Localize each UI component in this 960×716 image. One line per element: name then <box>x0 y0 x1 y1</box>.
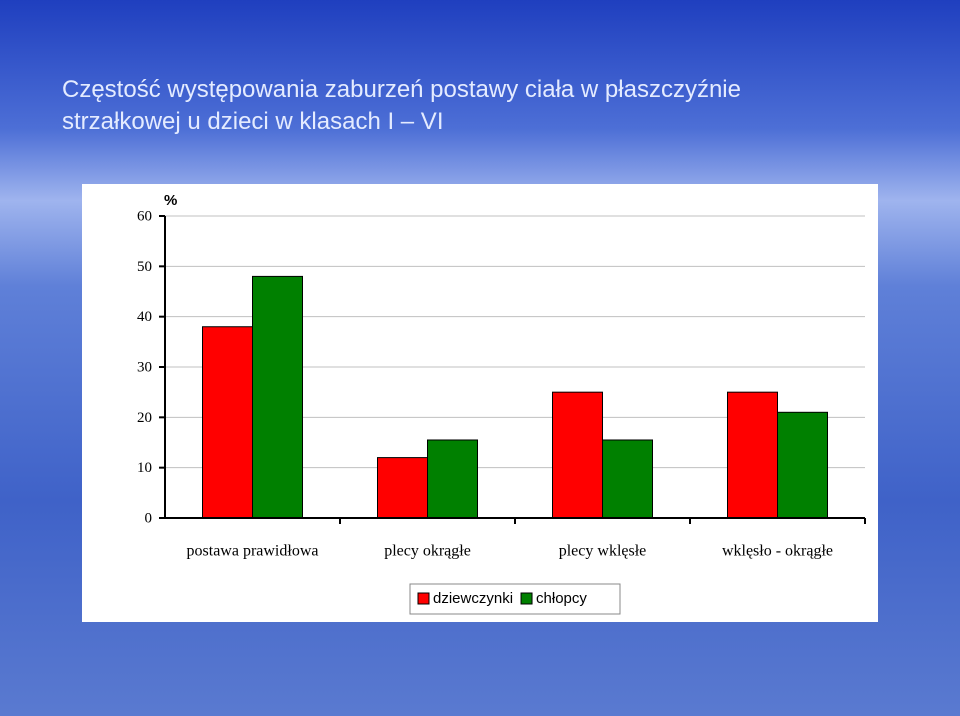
legend-swatch <box>520 592 533 605</box>
x-tick-label: wklęsło - okrągłe <box>722 543 833 560</box>
x-tick-label: plecy okrągłe <box>384 543 471 560</box>
bar <box>252 275 303 519</box>
legend-label: dziewczynki <box>433 590 513 607</box>
y-tick-label: 10 <box>137 460 152 476</box>
bar <box>552 391 603 519</box>
y-tick-label: 50 <box>137 259 152 275</box>
y-axis-label: % <box>164 192 177 209</box>
x-tick-label: postawa prawidłowa <box>187 543 319 560</box>
bar <box>727 391 778 519</box>
bar <box>777 411 828 519</box>
y-tick-label: 20 <box>137 410 152 426</box>
y-tick-label: 40 <box>137 309 152 325</box>
legend-label: chłopcy <box>536 590 587 607</box>
legend: dziewczynki chłopcy <box>409 583 621 615</box>
y-tick-label: 60 <box>137 208 152 224</box>
chart-title: Częstość występowania zaburzeń postawy c… <box>62 76 741 135</box>
bar <box>377 457 428 519</box>
y-tick-label: 30 <box>137 359 152 375</box>
bar <box>602 439 653 519</box>
legend-swatch <box>417 592 430 605</box>
x-tick-label: plecy wklęsłe <box>559 543 647 560</box>
bar <box>427 439 478 519</box>
bar <box>202 326 253 519</box>
y-tick-label: 0 <box>145 510 153 526</box>
legend-box <box>409 583 621 615</box>
